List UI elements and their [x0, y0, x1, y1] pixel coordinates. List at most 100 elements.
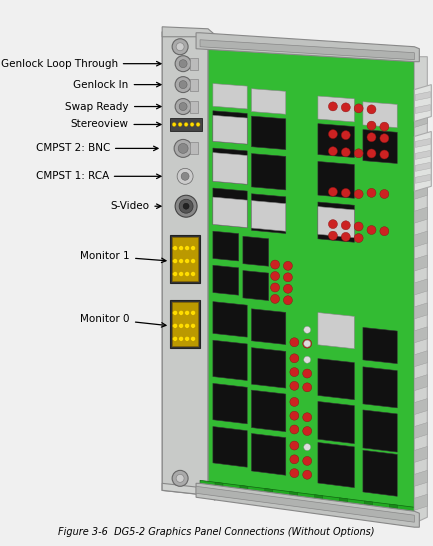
Circle shape: [173, 336, 178, 341]
Polygon shape: [200, 480, 414, 523]
Circle shape: [196, 122, 200, 127]
Bar: [190, 79, 198, 91]
Polygon shape: [162, 483, 215, 500]
Polygon shape: [315, 495, 323, 511]
Polygon shape: [414, 135, 427, 151]
Polygon shape: [415, 162, 430, 171]
Polygon shape: [252, 390, 286, 432]
Polygon shape: [363, 410, 397, 452]
Polygon shape: [213, 115, 247, 144]
Circle shape: [341, 221, 350, 230]
Circle shape: [172, 122, 176, 127]
Circle shape: [175, 99, 191, 115]
Circle shape: [303, 426, 312, 436]
Polygon shape: [365, 501, 372, 518]
Circle shape: [179, 103, 187, 110]
Circle shape: [179, 259, 184, 264]
Polygon shape: [213, 84, 247, 109]
Polygon shape: [363, 450, 397, 496]
Polygon shape: [318, 162, 354, 198]
Circle shape: [284, 296, 292, 305]
Text: S-Video: S-Video: [110, 201, 161, 211]
Circle shape: [184, 246, 190, 251]
Circle shape: [175, 76, 191, 93]
Circle shape: [179, 199, 193, 213]
Polygon shape: [213, 231, 239, 261]
Circle shape: [304, 444, 311, 450]
Circle shape: [184, 271, 190, 276]
Circle shape: [304, 356, 311, 363]
Circle shape: [173, 246, 178, 251]
Text: Genlock In: Genlock In: [74, 80, 161, 90]
Circle shape: [290, 397, 299, 406]
Circle shape: [176, 43, 184, 51]
Polygon shape: [318, 312, 354, 349]
Circle shape: [173, 323, 178, 328]
Circle shape: [284, 273, 292, 282]
Polygon shape: [213, 301, 247, 337]
Circle shape: [179, 81, 187, 88]
Bar: [190, 100, 198, 112]
Circle shape: [172, 470, 188, 486]
Circle shape: [290, 411, 299, 420]
Bar: [170, 235, 200, 283]
Circle shape: [303, 413, 312, 422]
Circle shape: [329, 129, 337, 139]
Circle shape: [191, 310, 196, 316]
Circle shape: [354, 189, 363, 199]
Polygon shape: [318, 96, 354, 122]
Circle shape: [380, 122, 389, 131]
Circle shape: [290, 468, 299, 478]
Circle shape: [271, 271, 280, 281]
Polygon shape: [318, 206, 354, 238]
Polygon shape: [213, 152, 247, 184]
Polygon shape: [318, 442, 354, 488]
Text: CMPST 1: RCA: CMPST 1: RCA: [36, 171, 161, 181]
Circle shape: [175, 56, 191, 72]
Bar: [172, 302, 198, 346]
Circle shape: [190, 122, 194, 127]
Circle shape: [380, 189, 389, 199]
Polygon shape: [414, 351, 427, 367]
Text: Stereoview: Stereoview: [71, 120, 161, 129]
Polygon shape: [252, 200, 286, 231]
Circle shape: [303, 339, 312, 348]
Bar: [190, 58, 198, 70]
Circle shape: [284, 284, 292, 293]
Circle shape: [303, 369, 312, 378]
Bar: [170, 117, 202, 132]
Polygon shape: [196, 486, 414, 522]
Circle shape: [290, 441, 299, 450]
Polygon shape: [363, 367, 397, 408]
Polygon shape: [243, 236, 268, 266]
Polygon shape: [414, 423, 427, 438]
Circle shape: [173, 259, 178, 264]
Polygon shape: [162, 27, 215, 41]
Circle shape: [290, 381, 299, 390]
Circle shape: [303, 470, 312, 479]
Polygon shape: [414, 183, 427, 199]
Polygon shape: [252, 194, 286, 234]
Circle shape: [179, 323, 184, 328]
Text: Genlock Loop Through: Genlock Loop Through: [1, 58, 161, 69]
Polygon shape: [414, 279, 427, 295]
Circle shape: [380, 227, 389, 236]
Circle shape: [178, 144, 188, 153]
Circle shape: [191, 271, 196, 276]
Circle shape: [177, 168, 193, 185]
Polygon shape: [389, 504, 397, 521]
Bar: [190, 143, 198, 155]
Polygon shape: [196, 483, 419, 527]
Polygon shape: [213, 383, 247, 424]
Circle shape: [179, 310, 184, 316]
Polygon shape: [213, 340, 247, 381]
Circle shape: [290, 455, 299, 464]
Polygon shape: [213, 265, 239, 295]
Polygon shape: [318, 124, 354, 158]
Polygon shape: [290, 491, 298, 508]
Circle shape: [184, 336, 190, 341]
Circle shape: [354, 222, 363, 231]
Polygon shape: [415, 104, 430, 114]
Circle shape: [290, 338, 299, 347]
Circle shape: [329, 102, 337, 111]
